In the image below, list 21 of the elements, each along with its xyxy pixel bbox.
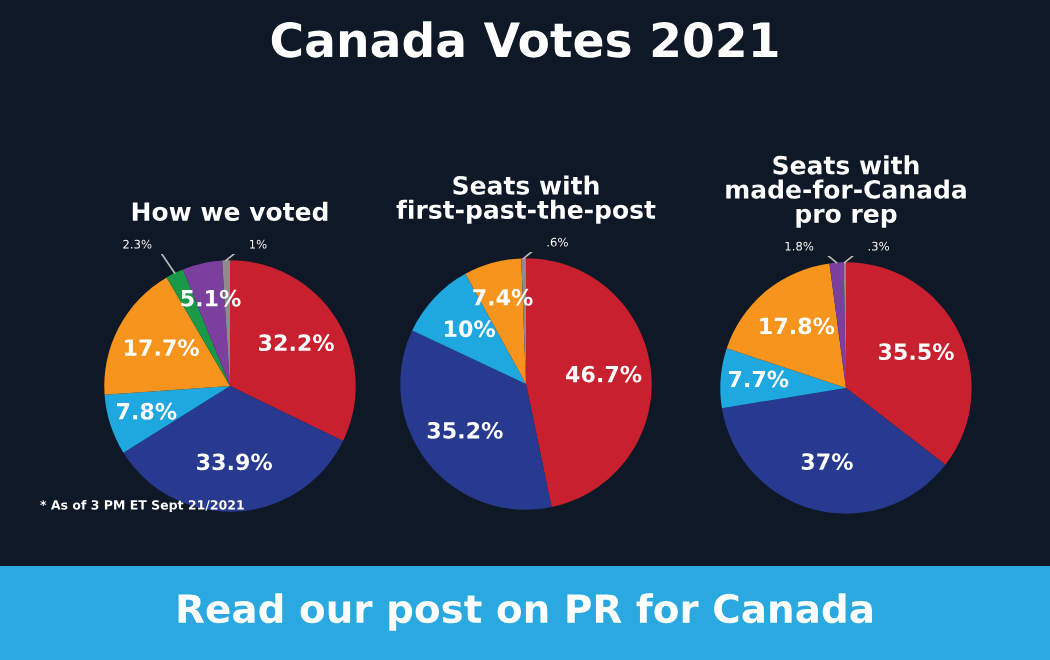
data-label: 17.8%: [760, 317, 835, 335]
pie-slice: [721, 388, 946, 514]
pie-slice: [104, 386, 230, 453]
chart-title: How we voted: [132, 201, 328, 222]
chart-title: Seats with first-past-the-post: [396, 175, 656, 224]
data-label: 46.7%: [565, 365, 642, 383]
data-label: 5.1%: [181, 289, 241, 307]
data-label: 33.9%: [197, 453, 272, 471]
data-label: 7.8%: [116, 402, 177, 420]
pie-slice: [726, 263, 846, 388]
data-label: 10%: [445, 320, 496, 338]
text: Read our post on PR for Canada: [178, 593, 872, 631]
chart-title: Seats with made-for-Canada pro rep: [726, 155, 966, 228]
pie-slice: [720, 348, 846, 409]
data-label: 35.5%: [878, 343, 954, 361]
data-label: 37%: [801, 453, 853, 471]
data-label: 17.7%: [125, 339, 199, 356]
data-label: 32.2%: [259, 334, 334, 352]
text: Canada Votes 2021: [271, 21, 778, 58]
data-label: 35.2%: [427, 421, 503, 439]
data-label: 7.7%: [728, 370, 789, 388]
